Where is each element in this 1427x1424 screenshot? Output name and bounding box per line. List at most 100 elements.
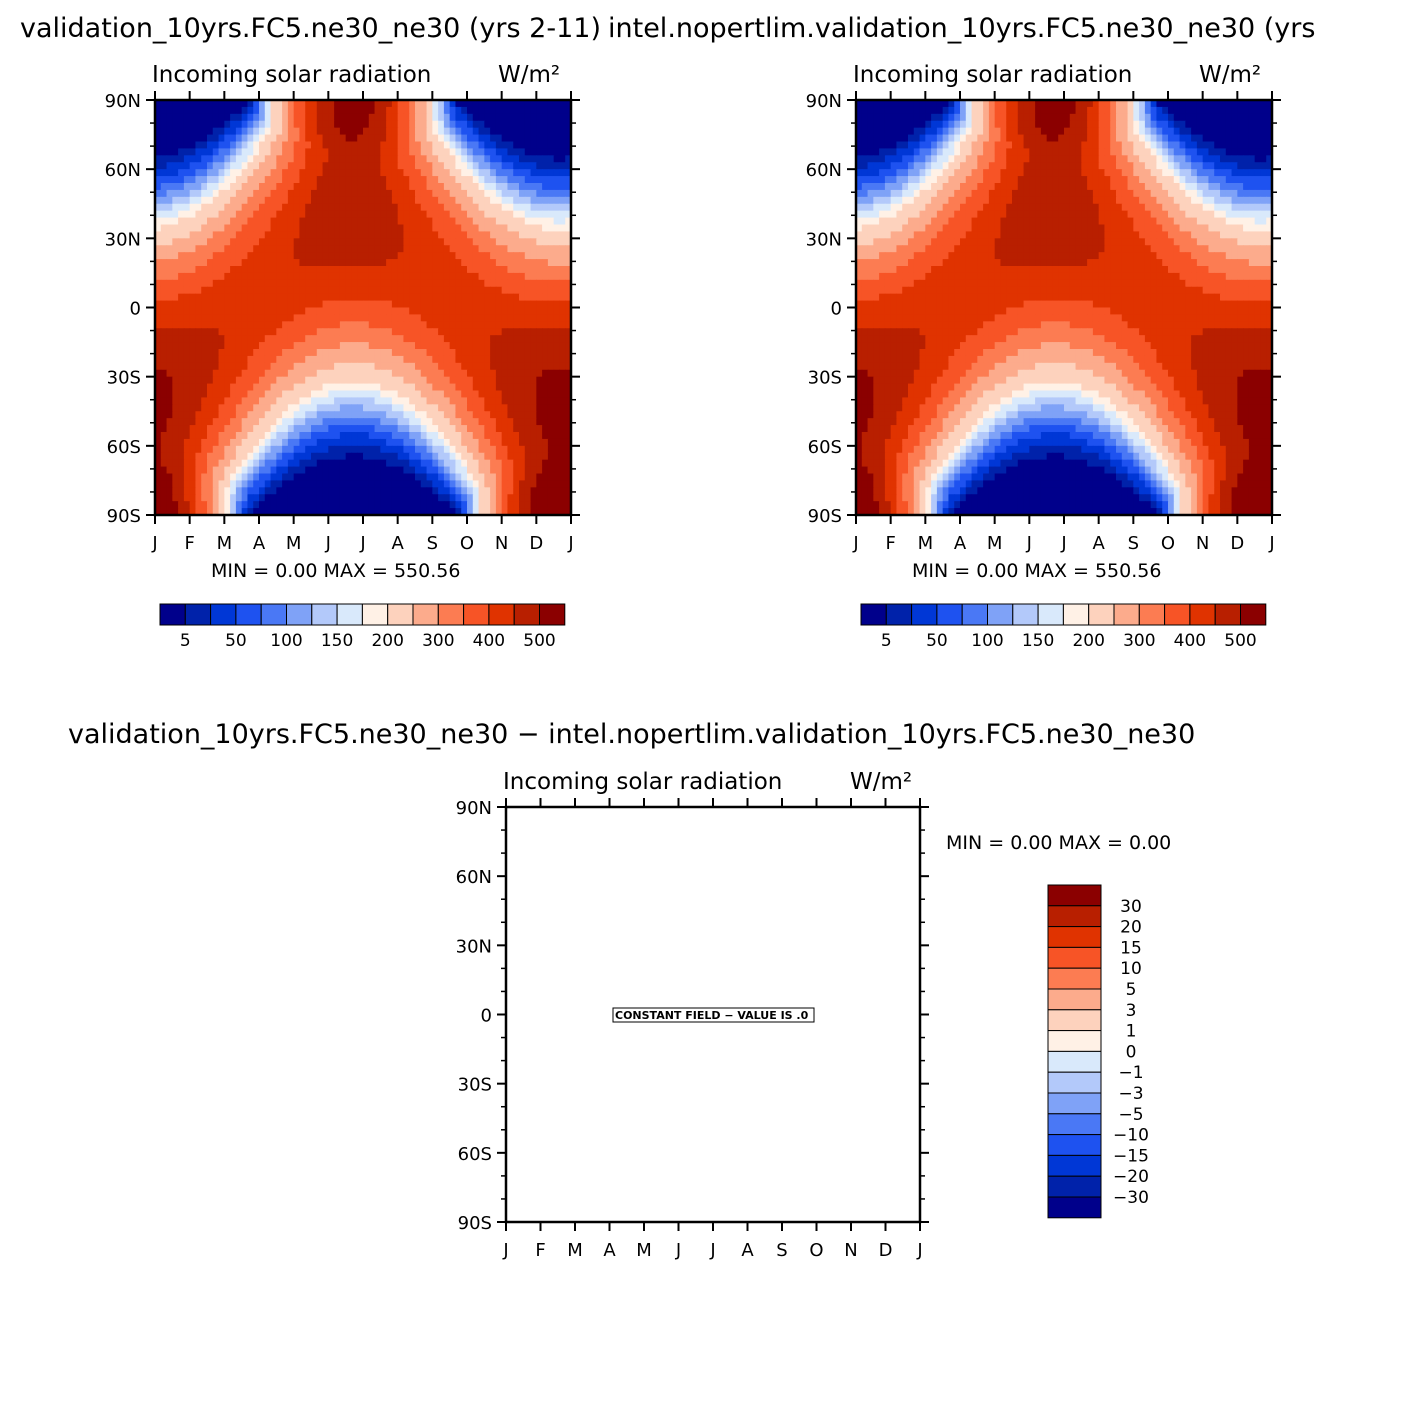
- heatmap-cell: [472, 307, 480, 316]
- heatmap-cell: [264, 189, 272, 198]
- heatmap-cell: [224, 231, 231, 239]
- heatmap-cell: [1185, 100, 1192, 108]
- heatmap-cell: [247, 134, 254, 143]
- heatmap-cell: [519, 404, 526, 412]
- heatmap-cell: [276, 141, 283, 150]
- heatmap-cell: [259, 307, 266, 316]
- heatmap-cell: [530, 418, 537, 426]
- heatmap-cell: [559, 183, 566, 191]
- heatmap-cell: [172, 231, 179, 239]
- heatmap-cell: [212, 390, 220, 399]
- heatmap-cell: [426, 307, 433, 316]
- heatmap-cell: [287, 501, 295, 509]
- heatmap-cell: [501, 134, 509, 143]
- heatmap-cell: [925, 148, 932, 156]
- heatmap-cell: [218, 100, 225, 108]
- heatmap-cell: [542, 196, 549, 205]
- heatmap-cell: [351, 438, 358, 447]
- heatmap-cell: [322, 120, 329, 129]
- heatmap-cell: [322, 466, 329, 475]
- heatmap-cell: [247, 390, 254, 399]
- heatmap-cell: [363, 100, 370, 108]
- heatmap-cell: [339, 183, 347, 191]
- heatmap-cell: [235, 487, 243, 495]
- heatmap-cell: [1162, 141, 1169, 150]
- heatmap-cell: [925, 113, 932, 122]
- heatmap-cell: [415, 438, 422, 447]
- heatmap-cell: [195, 307, 202, 316]
- heatmap-cell: [276, 397, 283, 405]
- heatmap-cell: [166, 231, 173, 239]
- heatmap-cell: [426, 183, 433, 191]
- heatmap-cell: [189, 307, 197, 316]
- heatmap-cell: [368, 494, 376, 502]
- heatmap-cell: [305, 162, 312, 170]
- heatmap-cell: [363, 452, 370, 461]
- heatmap-cell: [1185, 134, 1192, 143]
- heatmap-cell: [513, 307, 520, 316]
- heatmap-cell: [519, 106, 526, 115]
- heatmap-cell: [507, 272, 514, 281]
- heatmap-cell: [207, 203, 214, 212]
- heatmap-cell: [467, 369, 474, 378]
- heatmap-cell: [553, 120, 561, 129]
- heatmap-cell: [212, 369, 220, 378]
- heatmap-cell: [432, 418, 439, 426]
- heatmap-cell: [461, 487, 468, 495]
- heatmap-cell: [293, 148, 301, 156]
- heatmap-cell: [166, 120, 173, 129]
- heatmap-cell: [183, 390, 191, 399]
- heatmap-cell: [426, 494, 433, 502]
- heatmap-cell: [201, 231, 208, 239]
- heatmap-cell: [565, 100, 572, 108]
- heatmap-cell: [357, 445, 364, 454]
- heatmap-cell: [230, 335, 237, 343]
- heatmap-cell: [230, 508, 237, 516]
- heatmap-cell: [426, 155, 433, 163]
- heatmap-cell: [189, 286, 197, 295]
- heatmap-cell: [443, 411, 451, 419]
- heatmap-cell: [467, 459, 474, 468]
- heatmap-cell: [212, 383, 220, 392]
- heatmap-cell: [432, 307, 439, 316]
- heatmap-cell: [507, 314, 514, 322]
- heatmap-cell: [472, 279, 480, 288]
- heatmap-cell: [415, 508, 422, 516]
- heatmap-cell: [264, 314, 272, 322]
- heatmap-cell: [224, 293, 231, 302]
- heatmap-cell: [467, 362, 474, 371]
- heatmap-cell: [363, 473, 370, 482]
- heatmap-cell: [536, 432, 543, 440]
- heatmap-cell: [316, 383, 324, 392]
- heatmap-cell: [166, 203, 173, 212]
- heatmap-cell: [166, 176, 173, 184]
- heatmap-cell: [524, 300, 532, 309]
- heatmap-cell: [155, 487, 162, 495]
- heatmap-cell: [415, 362, 422, 371]
- heatmap-cell: [507, 376, 514, 385]
- heatmap-cell: [241, 196, 249, 205]
- heatmap-cell: [409, 279, 416, 288]
- heatmap-cell: [403, 286, 410, 295]
- heatmap-cell: [461, 210, 468, 219]
- heatmap-cell: [409, 238, 416, 246]
- heatmap-cell: [484, 501, 491, 509]
- heatmap-cell: [553, 189, 561, 198]
- heatmap-cell: [942, 100, 950, 108]
- heatmap-cell: [189, 487, 197, 495]
- heatmap-cell: [345, 349, 353, 357]
- heatmap-cell: [530, 459, 537, 468]
- heatmap-cell: [178, 487, 185, 495]
- heatmap-cell: [443, 480, 451, 488]
- heatmap-cell: [183, 203, 191, 212]
- heatmap-cell: [547, 307, 555, 316]
- heatmap-cell: [403, 259, 410, 267]
- heatmap-cell: [397, 134, 405, 143]
- heatmap-cell: [420, 328, 428, 336]
- heatmap-cell: [954, 100, 961, 108]
- heatmap-cell: [374, 425, 381, 433]
- heatmap-cell: [565, 459, 572, 468]
- heatmap-cell: [524, 480, 532, 488]
- heatmap-cell: [339, 501, 347, 509]
- heatmap-cell: [334, 134, 341, 143]
